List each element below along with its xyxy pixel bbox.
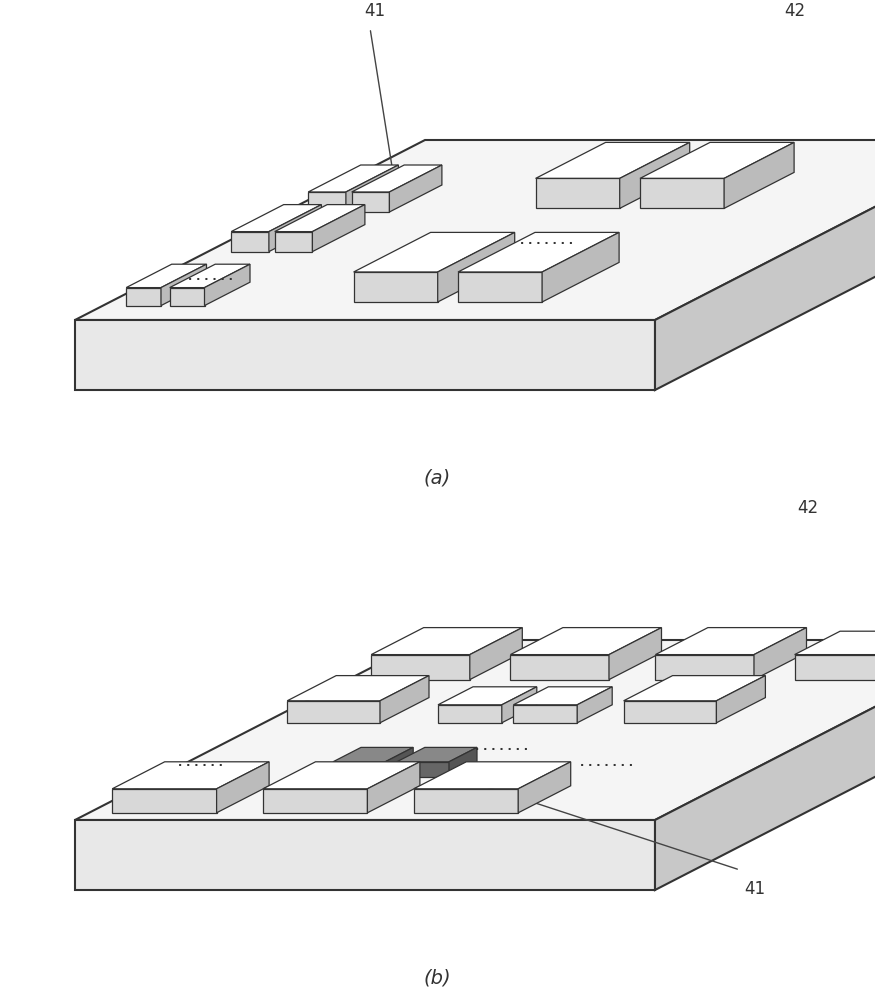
Polygon shape bbox=[518, 762, 570, 813]
Polygon shape bbox=[126, 264, 206, 288]
Polygon shape bbox=[371, 628, 522, 655]
Text: · · · · · · ·: · · · · · · · bbox=[521, 239, 573, 249]
Polygon shape bbox=[75, 320, 655, 390]
Polygon shape bbox=[346, 165, 398, 212]
Polygon shape bbox=[578, 687, 612, 723]
Polygon shape bbox=[161, 264, 206, 306]
Polygon shape bbox=[263, 762, 420, 789]
Polygon shape bbox=[396, 747, 477, 762]
Polygon shape bbox=[312, 205, 365, 252]
Polygon shape bbox=[458, 272, 542, 302]
Polygon shape bbox=[352, 165, 442, 192]
Polygon shape bbox=[354, 232, 514, 272]
Polygon shape bbox=[794, 655, 875, 680]
Polygon shape bbox=[514, 687, 612, 705]
Polygon shape bbox=[754, 628, 807, 680]
Polygon shape bbox=[126, 288, 161, 306]
Polygon shape bbox=[624, 676, 766, 701]
Polygon shape bbox=[275, 205, 365, 232]
Polygon shape bbox=[75, 140, 875, 320]
Text: 42: 42 bbox=[785, 2, 806, 20]
Polygon shape bbox=[470, 628, 522, 680]
Polygon shape bbox=[609, 628, 662, 680]
Polygon shape bbox=[396, 762, 449, 777]
Polygon shape bbox=[368, 762, 420, 813]
Polygon shape bbox=[438, 705, 501, 723]
Polygon shape bbox=[371, 655, 470, 680]
Polygon shape bbox=[170, 288, 205, 306]
Polygon shape bbox=[333, 747, 413, 762]
Polygon shape bbox=[217, 762, 270, 813]
Text: · · · · · ·: · · · · · · bbox=[178, 761, 223, 771]
Polygon shape bbox=[655, 655, 754, 680]
Polygon shape bbox=[352, 192, 389, 212]
Polygon shape bbox=[287, 676, 429, 701]
Polygon shape bbox=[308, 165, 398, 192]
Polygon shape bbox=[536, 178, 620, 208]
Polygon shape bbox=[112, 789, 217, 813]
Polygon shape bbox=[170, 264, 250, 288]
Text: 41: 41 bbox=[745, 880, 766, 898]
Polygon shape bbox=[308, 192, 346, 212]
Polygon shape bbox=[510, 628, 662, 655]
Polygon shape bbox=[717, 676, 766, 723]
Polygon shape bbox=[75, 640, 875, 820]
Text: (a): (a) bbox=[424, 468, 451, 488]
Polygon shape bbox=[231, 232, 269, 252]
Polygon shape bbox=[438, 232, 514, 302]
Polygon shape bbox=[205, 264, 250, 306]
Polygon shape bbox=[275, 232, 312, 252]
Text: · · · · · ·: · · · · · · bbox=[187, 275, 233, 285]
Polygon shape bbox=[231, 205, 321, 232]
Polygon shape bbox=[333, 762, 385, 777]
Polygon shape bbox=[449, 747, 477, 777]
Polygon shape bbox=[389, 165, 442, 212]
Polygon shape bbox=[794, 631, 875, 655]
Polygon shape bbox=[112, 762, 270, 789]
Polygon shape bbox=[287, 701, 380, 723]
Text: (b): (b) bbox=[424, 968, 451, 988]
Polygon shape bbox=[414, 789, 518, 813]
Polygon shape bbox=[269, 205, 321, 252]
Text: 41: 41 bbox=[365, 2, 386, 20]
Polygon shape bbox=[542, 232, 620, 302]
Polygon shape bbox=[354, 272, 438, 302]
Polygon shape bbox=[510, 655, 609, 680]
Polygon shape bbox=[724, 142, 794, 208]
Polygon shape bbox=[438, 687, 536, 705]
Polygon shape bbox=[620, 142, 690, 208]
Polygon shape bbox=[458, 232, 620, 272]
Text: · · · · · · ·: · · · · · · · bbox=[475, 745, 528, 755]
Polygon shape bbox=[655, 140, 875, 390]
Polygon shape bbox=[640, 178, 724, 208]
Text: · · · · · · ·: · · · · · · · bbox=[579, 761, 633, 771]
Polygon shape bbox=[263, 789, 368, 813]
Polygon shape bbox=[75, 820, 655, 890]
Polygon shape bbox=[501, 687, 536, 723]
Polygon shape bbox=[414, 762, 570, 789]
Polygon shape bbox=[380, 676, 429, 723]
Polygon shape bbox=[385, 747, 413, 777]
Polygon shape bbox=[514, 705, 578, 723]
Polygon shape bbox=[655, 640, 875, 890]
Polygon shape bbox=[624, 701, 717, 723]
Polygon shape bbox=[640, 142, 794, 178]
Text: 42: 42 bbox=[797, 499, 819, 517]
Polygon shape bbox=[536, 142, 690, 178]
Polygon shape bbox=[655, 628, 807, 655]
